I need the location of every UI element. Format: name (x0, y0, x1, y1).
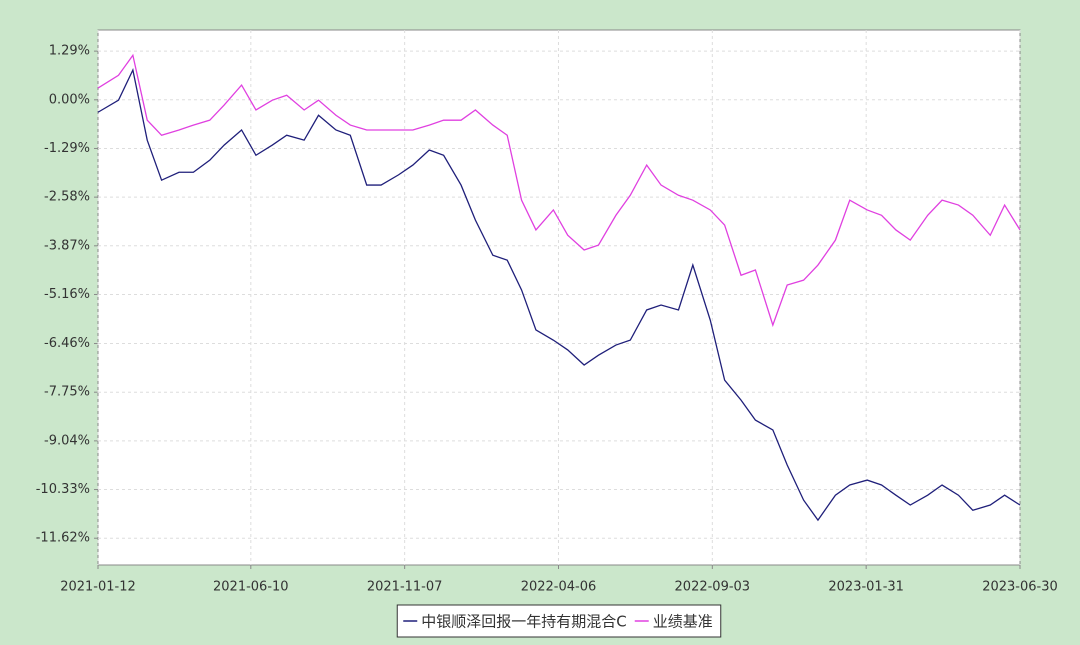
y-tick-label: -10.33% (36, 482, 90, 497)
y-tick-label: -3.87% (44, 238, 90, 253)
x-tick-label: 2023-01-31 (828, 580, 904, 595)
y-tick-label: -2.58% (44, 190, 90, 205)
x-tick-label: 2021-01-12 (60, 580, 136, 595)
x-tick-label: 2022-04-06 (521, 580, 597, 595)
y-tick-label: -7.75% (44, 385, 90, 400)
y-tick-label: -1.29% (44, 141, 90, 156)
series-line (97, 67, 1021, 522)
series-line (97, 53, 1021, 328)
legend-label: 中银顺泽回报一年持有期混合C (421, 613, 626, 631)
y-tick-label: -11.62% (36, 531, 90, 546)
x-tick-label: 2021-06-10 (213, 580, 289, 595)
y-tick-label: -9.04% (44, 433, 90, 448)
y-tick-label: 1.29% (49, 44, 90, 59)
y-tick-label: -6.46% (44, 336, 90, 351)
legend-box (396, 604, 722, 638)
x-tick-label: 2021-11-07 (367, 580, 443, 595)
legend-label: 业绩基准 (653, 613, 713, 631)
y-tick-label: -5.16% (44, 287, 90, 302)
y-tick-label: 0.00% (49, 92, 90, 107)
legend: 中银顺泽回报一年持有期混合C 业绩基准 (396, 604, 722, 638)
x-tick-label: 2023-06-30 (982, 580, 1058, 595)
x-tick-label: 2022-09-03 (675, 580, 751, 595)
